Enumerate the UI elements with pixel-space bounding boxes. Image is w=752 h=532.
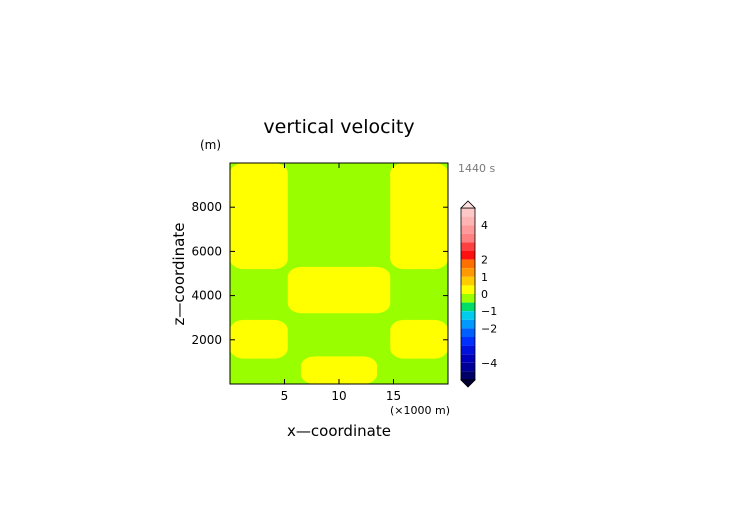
colorbar-band bbox=[461, 371, 475, 380]
y-tick-label: 2000 bbox=[191, 333, 222, 347]
colorbar-band bbox=[461, 268, 475, 277]
colorbar-band bbox=[461, 242, 475, 251]
colorbar-band bbox=[461, 276, 475, 286]
y-unit-label: (m) bbox=[200, 138, 221, 152]
colorbar-tick-label: −2 bbox=[481, 322, 497, 335]
colorbar-band bbox=[461, 319, 475, 329]
x-ticks: 5 10 15 bbox=[281, 163, 401, 403]
field-region-4 bbox=[390, 319, 448, 359]
colorbar-band bbox=[461, 285, 475, 294]
colorbar: 4 2 1 0 −1 −2 −4 bbox=[460, 200, 497, 388]
x-tick-label: 5 bbox=[281, 389, 289, 403]
y-ticks: 2000 4000 6000 8000 bbox=[191, 200, 448, 347]
field-region-0 bbox=[230, 163, 288, 270]
x-axis-label: x—coordinate bbox=[287, 422, 391, 440]
colorbar-band bbox=[461, 354, 475, 363]
colorbar-band bbox=[461, 302, 475, 312]
colorbar-tick-label: 2 bbox=[481, 254, 488, 267]
colorbar-band bbox=[461, 294, 475, 303]
colorbar-tick-label: −1 bbox=[481, 305, 497, 318]
x-tick-label: 15 bbox=[386, 389, 401, 403]
colorbar-band bbox=[461, 345, 475, 355]
colorbar-band bbox=[461, 251, 475, 260]
colorbar-band bbox=[461, 337, 475, 346]
colorbar-tick-label: −4 bbox=[481, 357, 497, 370]
colorbar-band bbox=[461, 259, 475, 269]
colorbar-tick-label: 1 bbox=[481, 271, 488, 284]
colorbar-tick-label: 4 bbox=[481, 219, 488, 232]
y-tick-label: 6000 bbox=[191, 244, 222, 258]
field-region-2 bbox=[287, 266, 391, 314]
x-unit-label: (×1000 m) bbox=[390, 404, 450, 417]
colorbar-band bbox=[461, 311, 475, 320]
colorbar-band bbox=[461, 328, 475, 337]
chart-title: vertical velocity bbox=[263, 116, 414, 138]
y-tick-label: 4000 bbox=[191, 289, 222, 303]
y-axis-label: z—coordinate bbox=[170, 223, 188, 326]
field bbox=[230, 163, 448, 384]
y-tick-label: 8000 bbox=[191, 200, 222, 214]
colorbar-band bbox=[461, 362, 475, 372]
plot-area bbox=[229, 162, 449, 385]
colorbar-band bbox=[461, 233, 475, 243]
colorbar-band bbox=[461, 216, 475, 226]
colorbar-tick-label: 0 bbox=[481, 288, 488, 301]
field-region-5 bbox=[300, 356, 378, 384]
colorbar-band bbox=[461, 208, 475, 217]
time-label: 1440 s bbox=[458, 162, 495, 175]
colorbar-top-arrow bbox=[460, 200, 476, 209]
colorbar-band bbox=[461, 225, 475, 234]
field-region-1 bbox=[390, 163, 448, 270]
field-region-3 bbox=[230, 319, 288, 359]
colorbar-bottom-arrow bbox=[460, 379, 476, 388]
x-tick-label: 10 bbox=[331, 389, 346, 403]
